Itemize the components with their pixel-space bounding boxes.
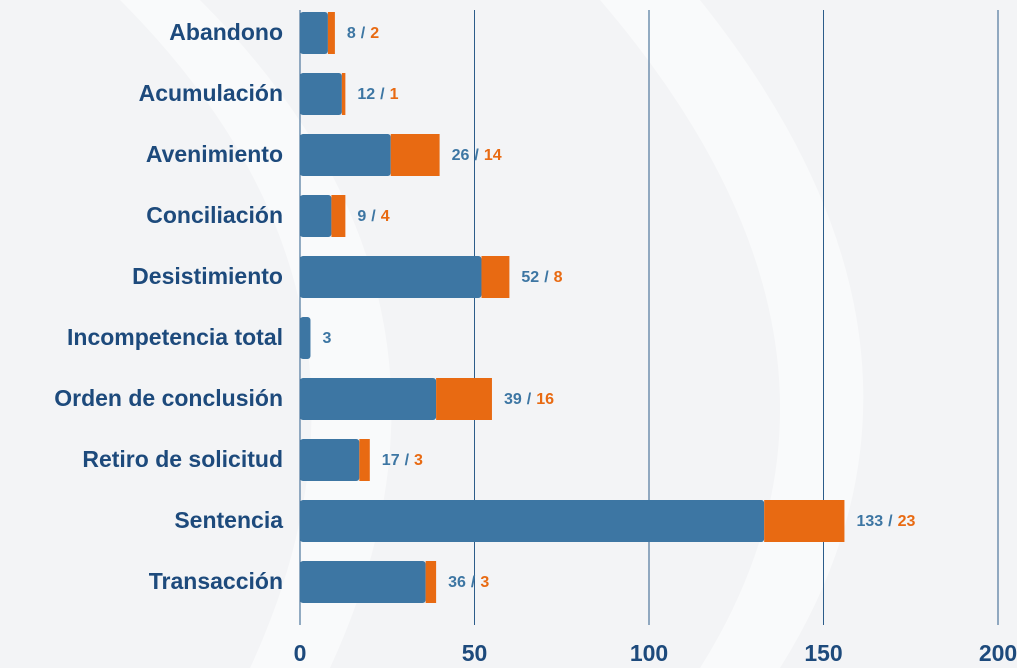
category-label: Abandono — [169, 19, 283, 45]
bar-segment — [436, 378, 492, 420]
value-number: 8 — [347, 25, 356, 42]
value-number: 17 — [382, 452, 400, 469]
value-separator: / — [888, 513, 893, 530]
x-tick-label: 150 — [804, 640, 842, 666]
category-label: Avenimiento — [146, 141, 283, 167]
value-number: 3 — [322, 330, 331, 347]
category-label: Sentencia — [174, 507, 283, 533]
bar-segment — [300, 317, 311, 359]
value-separator: / — [380, 86, 385, 103]
value-separator: / — [371, 208, 376, 225]
value-separator: / — [544, 269, 549, 286]
value-label: 39 /16 — [504, 391, 554, 408]
value-number: 23 — [898, 513, 916, 530]
value-number: 3 — [414, 452, 423, 469]
bar-segment — [300, 73, 342, 115]
value-number: 133 — [856, 513, 883, 530]
category-label: Orden de conclusión — [54, 385, 283, 411]
value-number: 36 — [448, 574, 466, 591]
x-tick-label: 200 — [979, 640, 1017, 666]
bar-segment — [331, 195, 346, 237]
category-label: Transacción — [149, 568, 283, 594]
bar-segment — [481, 256, 510, 298]
bar-segment — [359, 439, 370, 481]
x-tick-label: 50 — [462, 640, 488, 666]
bar-segment — [327, 12, 335, 54]
value-number: 9 — [357, 208, 366, 225]
value-label: 133 / 23 — [856, 513, 915, 530]
value-number: 8 — [554, 269, 563, 286]
value-number: 14 — [484, 147, 502, 164]
category-label: Incompetencia total — [67, 324, 283, 350]
category-label: Desistimiento — [132, 263, 283, 289]
bar-segment — [300, 378, 437, 420]
value-label: 52 / 8 — [521, 269, 562, 286]
category-label: Retiro de solicitud — [82, 446, 283, 472]
category-label: Acumulación — [139, 80, 283, 106]
value-number: 52 — [521, 269, 539, 286]
bar-segment — [300, 256, 482, 298]
value-number: 1 — [390, 86, 399, 103]
bar-segment — [300, 439, 360, 481]
bar-segment — [425, 561, 437, 603]
bar-segment — [300, 500, 765, 542]
value-separator: / — [471, 574, 476, 591]
value-label: 36 /3 — [448, 574, 489, 591]
bar-segment — [300, 12, 328, 54]
value-separator: / — [474, 147, 479, 164]
bar-segment — [300, 195, 332, 237]
value-number: 2 — [370, 25, 379, 42]
bar-segment — [390, 134, 440, 176]
bar-segment — [300, 134, 391, 176]
value-number: 4 — [381, 208, 390, 225]
value-separator: / — [361, 25, 366, 42]
value-label: 9 / 4 — [357, 208, 389, 225]
bar-segment — [300, 561, 426, 603]
category-label: Conciliación — [146, 202, 283, 228]
x-tick-label: 0 — [294, 640, 307, 666]
value-label: 17 /3 — [382, 452, 423, 469]
value-label: 3 — [322, 330, 331, 347]
value-number: 16 — [536, 391, 554, 408]
value-number: 12 — [357, 86, 375, 103]
value-separator: / — [405, 452, 410, 469]
value-label: 12 / 1 — [357, 86, 398, 103]
value-number: 39 — [504, 391, 522, 408]
value-number: 3 — [480, 574, 489, 591]
value-separator: / — [527, 391, 532, 408]
value-label: 26/ 14 — [452, 147, 502, 164]
bar-segment — [341, 73, 346, 115]
x-tick-label: 100 — [630, 640, 668, 666]
value-number: 26 — [452, 147, 470, 164]
value-label: 8 /2 — [347, 25, 379, 42]
bar-segment — [764, 500, 845, 542]
